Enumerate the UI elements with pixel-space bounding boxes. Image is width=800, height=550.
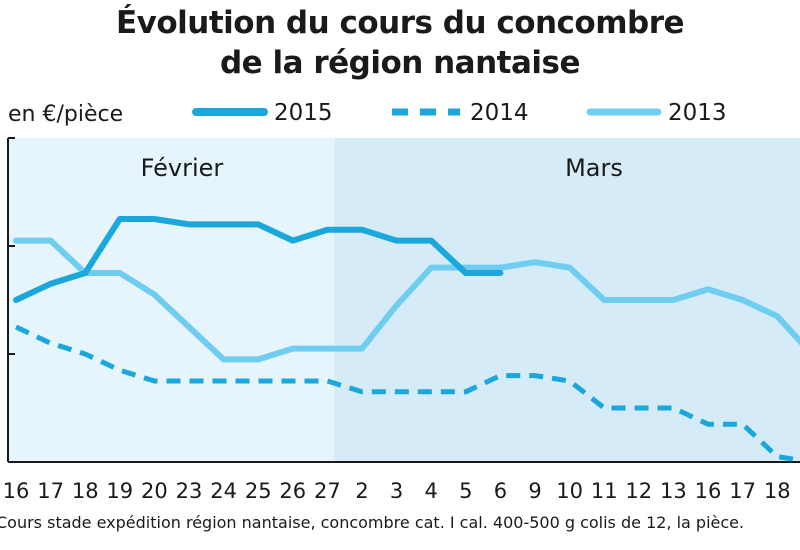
- y-axis-unit-label: en €/pièce: [8, 102, 123, 127]
- x-tick-label-16: 10: [556, 479, 583, 503]
- period-band-1: [8, 138, 335, 462]
- period-band-2: [334, 138, 800, 462]
- x-tick-label-15: 9: [528, 479, 541, 503]
- x-tick-label-23: 19: [798, 479, 800, 503]
- chart-title-line-1: Évolution du cours du concombre: [115, 5, 685, 41]
- chart-title-line-2: de la région nantaise: [219, 45, 581, 81]
- legend-label-2013: 2013: [668, 100, 727, 126]
- x-tick-label-0: 16: [3, 479, 30, 503]
- x-tick-label-19: 13: [660, 479, 687, 503]
- series-line-2015: [13, 216, 504, 303]
- x-tick-label-1: 17: [37, 479, 64, 503]
- x-tick-label-18: 12: [625, 479, 652, 503]
- x-tick-label-12: 4: [425, 479, 438, 503]
- x-tick-label-10: 2: [355, 479, 368, 503]
- legend-label-2015: 2015: [274, 100, 333, 126]
- period-label-1: Février: [141, 154, 224, 182]
- legend-label-2014: 2014: [470, 100, 529, 126]
- x-tick-label-4: 20: [141, 479, 168, 503]
- x-tick-label-11: 3: [390, 479, 403, 503]
- x-tick-label-9: 27: [314, 479, 341, 503]
- series-line-2013: [13, 237, 800, 363]
- footnote: Cours stade expédition région nantaise, …: [0, 513, 744, 532]
- x-tick-label-17: 11: [591, 479, 618, 503]
- x-tick-label-14: 6: [494, 479, 507, 503]
- x-tick-label-6: 24: [210, 479, 237, 503]
- x-tick-label-5: 23: [176, 479, 203, 503]
- series-line-2014: [14, 324, 800, 463]
- x-tick-label-7: 25: [245, 479, 272, 503]
- x-tick-label-2: 18: [72, 479, 99, 503]
- x-tick-label-13: 5: [459, 479, 472, 503]
- x-tick-label-20: 16: [695, 479, 722, 503]
- period-label-2: Mars: [565, 154, 623, 182]
- x-tick-label-21: 17: [729, 479, 756, 503]
- x-tick-label-3: 19: [106, 479, 133, 503]
- x-tick-label-8: 26: [279, 479, 306, 503]
- x-tick-label-22: 18: [764, 479, 791, 503]
